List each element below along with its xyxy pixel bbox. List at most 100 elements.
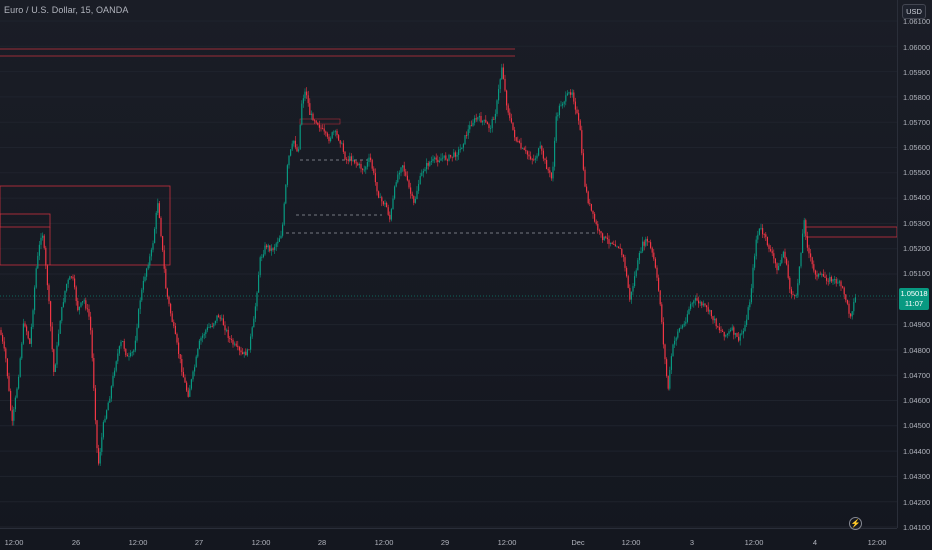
candle-body [421,172,423,176]
candle-body [362,168,364,170]
candle-body [35,268,37,288]
candle-body [846,300,848,304]
price-axis-label: 1.04100 [903,523,931,532]
candle-body [131,352,133,353]
candle-body [704,303,706,306]
candle-body [667,375,669,389]
candle-body [594,213,596,222]
candle-body [283,203,285,225]
candle-body [494,113,496,120]
candle-body [208,327,210,329]
last-price-badge: 1.05018 11:07 [899,288,929,310]
candle-body [234,343,236,345]
candle-body [334,130,336,132]
candle-body [8,376,10,391]
candle-body [286,165,288,185]
candle-body [754,256,756,268]
candle-body [80,302,82,307]
candle-body [693,300,695,304]
time-axis-label: 12:00 [497,538,517,547]
currency-button[interactable]: USD [902,4,926,19]
candle-body [32,310,34,327]
candle-body [755,239,757,257]
price-axis[interactable]: 1.06100 1.06000 1.05900 1.05800 1.05700 1.056… [897,0,932,532]
candle-body [845,294,847,301]
candle-body [464,135,466,145]
candle-body [408,180,410,188]
candle-body [837,282,839,284]
candle-body [430,161,432,162]
candle-body [514,129,516,138]
candle-body [13,409,15,421]
candle-body [294,140,296,148]
candle-body [674,340,676,345]
time-axis-label: 12:00 [4,538,24,547]
time-axis-label: 29 [440,538,450,547]
candle-body [48,285,50,302]
candle-body [254,306,256,319]
candle-body [448,154,450,161]
candle-body [843,287,845,295]
candle-body [107,402,109,411]
candle-body [696,298,698,301]
candle-body [346,159,348,160]
candle-body [30,326,32,344]
candle-body [168,296,170,304]
candle-body [573,92,575,102]
candle-body [688,308,690,315]
candle-body [515,137,517,141]
price-axis-label: 1.04800 [903,346,931,355]
candle-body [317,122,319,125]
candle-body [219,317,221,319]
candle-body [66,283,68,291]
candle-body [802,233,804,253]
candle-body [26,326,28,332]
candle-body [96,420,98,449]
candle-body [99,451,101,464]
candle-body [178,342,180,355]
candle-body [554,140,556,167]
candle-body [237,345,239,348]
candle-body [106,410,108,419]
candle-body [115,361,117,371]
candle-body [429,161,431,166]
candle-body [848,303,850,314]
candle-body [69,276,71,280]
candle-body [174,326,176,335]
price-chart[interactable] [0,0,897,528]
candle-body [158,203,160,218]
candle-body [709,310,711,312]
candle-body [11,410,13,421]
candle-body [165,268,167,289]
candle-body [45,247,47,266]
candle-body [205,330,207,335]
candle-body [600,231,602,234]
candle-body [467,129,469,136]
candle-body [763,234,765,235]
candle-body [566,93,568,96]
candle-body [400,167,402,173]
candle-body [850,313,852,317]
candle-body [510,118,512,123]
candle-body [274,246,276,250]
candle-body [368,157,370,162]
supply-zone [805,226,897,238]
candle-body [227,329,229,338]
lightning-icon[interactable]: ⚡ [849,517,862,530]
candle-body [558,105,560,116]
time-axis-label: 12:00 [867,538,887,547]
candle-body [664,344,666,360]
candle-body [333,131,335,133]
candle-body [834,279,836,280]
candle-body [403,165,405,172]
candle-body [739,333,741,341]
supply-zone [299,118,341,125]
candle-body [811,257,813,265]
time-axis[interactable]: 12:00 26 12:00 27 12:00 28 12:00 29 12:00 Dec 12:0… [0,528,897,550]
candle-body [661,304,663,323]
candle-body [442,157,444,159]
candle-body [675,337,677,341]
time-axis-label: 27 [194,538,204,547]
candle-body [749,302,751,308]
candle-body [126,355,128,357]
